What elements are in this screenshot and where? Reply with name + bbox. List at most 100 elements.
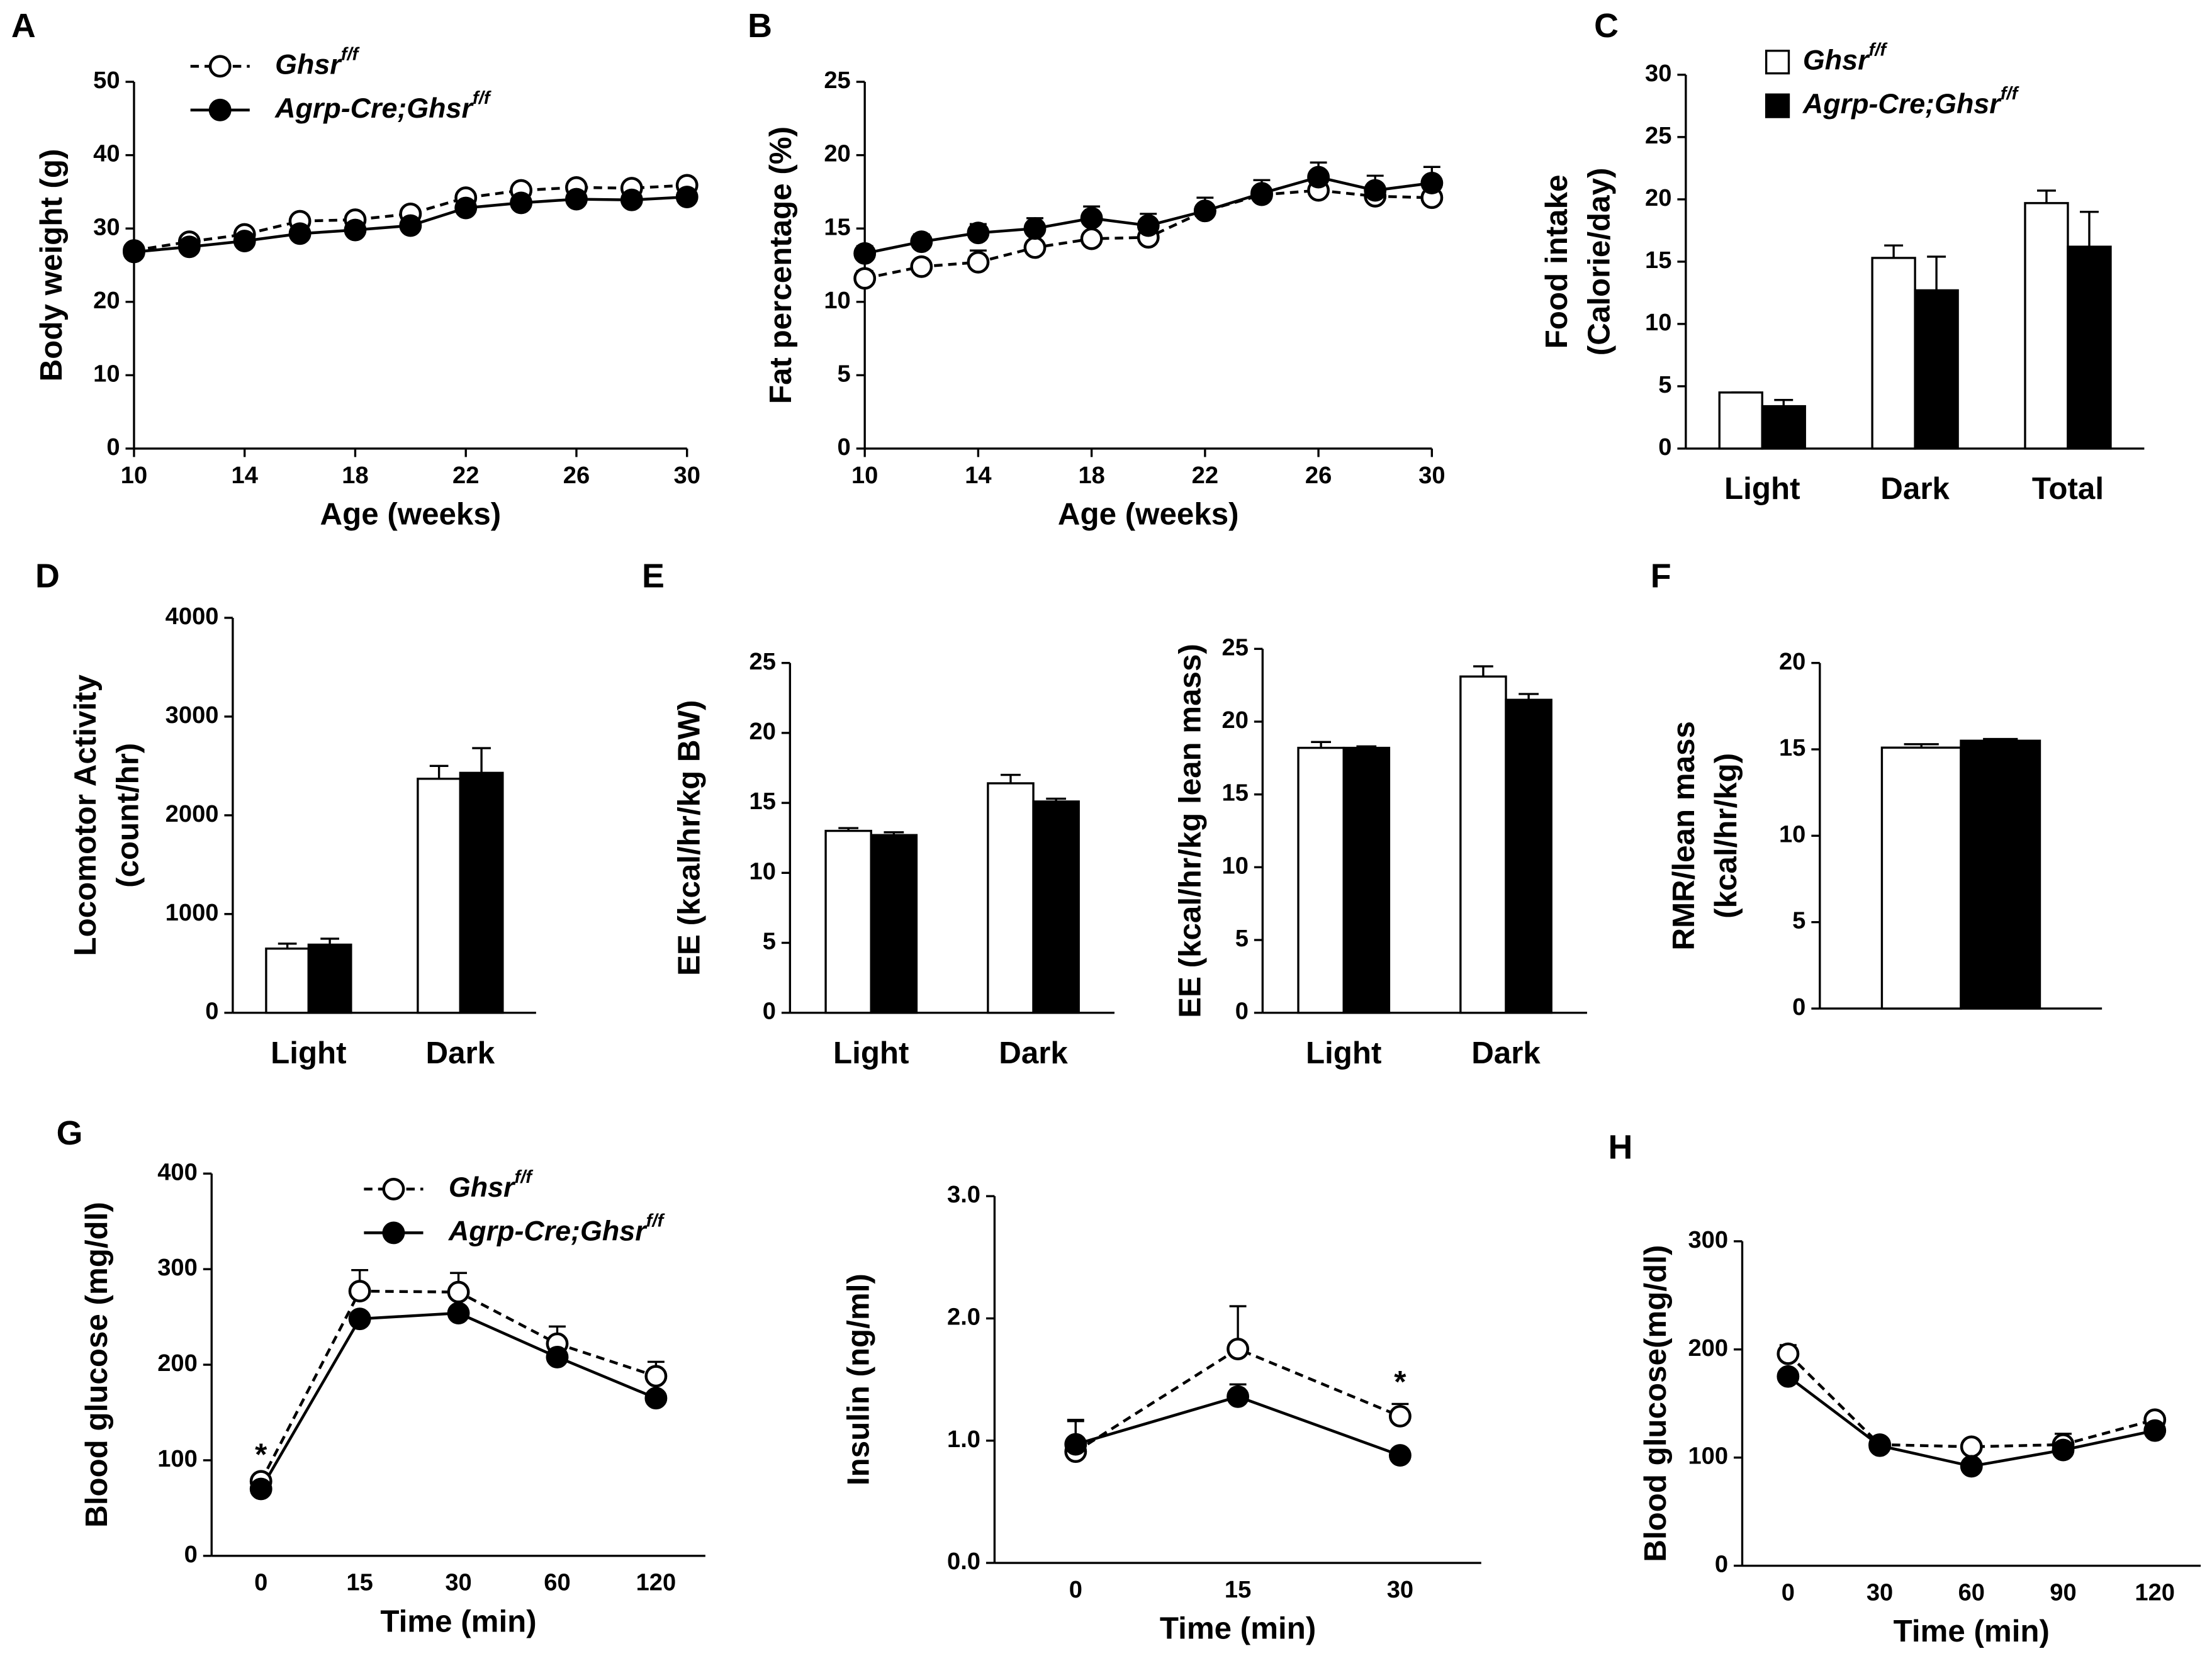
- x-axis-label: Time (min): [1160, 1611, 1316, 1646]
- panel-letter: E: [642, 557, 665, 595]
- bar: [1297, 746, 1345, 1014]
- x-tick-label: 60: [544, 1570, 570, 1596]
- bar: [1871, 257, 1916, 450]
- error-bar: [1356, 745, 1377, 748]
- annotation: *: [255, 1437, 267, 1472]
- y-tick-label: 4000: [166, 603, 219, 630]
- legend-superscript: f/f: [341, 44, 361, 64]
- bar: [2067, 245, 2112, 450]
- legend-name: Ghsr: [1803, 43, 1870, 76]
- y-axis-label: Locomotor Activity: [68, 674, 103, 956]
- data-point: [1064, 1433, 1087, 1456]
- legend-marker: [208, 98, 232, 121]
- data-point: [853, 242, 877, 265]
- y-tick-label: 0: [184, 1541, 198, 1568]
- x-axis-label: Age (weeks): [320, 497, 502, 532]
- legend-label: Ghsrf/f: [449, 1167, 534, 1203]
- x-tick-label: Dark: [1471, 1036, 1541, 1070]
- y-tick-label: 20: [824, 141, 850, 167]
- x-tick-label: 26: [563, 462, 590, 489]
- panel-letter: D: [35, 557, 60, 595]
- error-bar: [838, 827, 859, 831]
- data-point: [644, 1365, 668, 1388]
- y-axis-label: Body weight (g): [34, 149, 69, 382]
- error-bar: [884, 831, 904, 836]
- x-axis-label: Time (min): [1894, 1614, 2050, 1648]
- x-axis-label: Age (weeks): [1058, 497, 1239, 532]
- data-point: [233, 230, 256, 252]
- x-tick-label: 30: [1867, 1579, 1893, 1606]
- data-point: [1023, 217, 1047, 240]
- legend-label: Agrp-Cre;Ghsrf/f: [274, 88, 492, 124]
- legend-marker: [382, 1221, 405, 1245]
- x-tick-label: 22: [1192, 462, 1218, 489]
- data-point: [2143, 1419, 2167, 1442]
- y-tick-label: 0: [763, 999, 776, 1025]
- y-axis-label: Blood glucose(mg/dl): [1638, 1245, 1673, 1562]
- data-point: [1023, 236, 1047, 259]
- panel-letter: C: [1594, 7, 1619, 45]
- data-point: [910, 255, 933, 278]
- y-axis-label: Food intake: [1539, 175, 1574, 349]
- error-bar: [2080, 210, 2099, 247]
- y-tick-label: 15: [824, 214, 850, 240]
- y-tick-label: 100: [1688, 1443, 1729, 1470]
- y-axis-label: EE (kcal/hr/kg lean mass): [1172, 644, 1207, 1018]
- y-tick-label: 20: [1779, 649, 1805, 675]
- data-point: [1080, 227, 1103, 250]
- data-point: [644, 1387, 668, 1410]
- data-point: [620, 188, 643, 211]
- error-bar: [1904, 743, 1939, 748]
- y-tick-label: 0: [1792, 994, 1805, 1021]
- x-tick-label: 15: [1225, 1577, 1251, 1603]
- panel-letter: F: [1651, 557, 1671, 595]
- y-tick-label: 0: [205, 999, 218, 1025]
- y-tick-label: 0: [106, 434, 120, 461]
- data-point: [1193, 199, 1216, 223]
- error-bar: [1311, 741, 1332, 748]
- bar: [2024, 202, 2069, 450]
- bar: [870, 834, 918, 1014]
- x-tick-label: Dark: [426, 1036, 495, 1070]
- x-tick-label: Total: [2032, 471, 2104, 506]
- y-tick-label: 25: [1222, 634, 1249, 661]
- y-tick-label: 1.0: [947, 1426, 980, 1453]
- data-point: [675, 186, 699, 208]
- y-tick-label: 0: [1715, 1552, 1728, 1578]
- legend-label: Ghsrf/f: [275, 44, 360, 80]
- error-bar: [1774, 399, 1794, 406]
- x-tick-label: 10: [121, 462, 147, 489]
- legend-label: Agrp-Cre;Ghsrf/f: [448, 1211, 666, 1246]
- data-point: [1960, 1435, 1983, 1458]
- annotation: *: [1394, 1365, 1406, 1399]
- legend-name: Ghsr: [275, 48, 342, 80]
- y-tick-label: 20: [749, 719, 776, 745]
- y-tick-label: 10: [824, 288, 850, 314]
- data-point: [1250, 182, 1273, 205]
- y-tick-label: 25: [749, 649, 776, 675]
- y-axis-label: (Calorie/day): [1581, 168, 1616, 356]
- error-bar: [320, 937, 339, 945]
- y-axis-label: Insulin (ng/ml): [841, 1273, 875, 1485]
- bar: [265, 948, 310, 1014]
- error-bar: [278, 943, 297, 949]
- y-tick-label: 2.0: [947, 1304, 980, 1330]
- y-tick-label: 10: [1222, 853, 1249, 879]
- x-tick-label: 30: [445, 1570, 471, 1596]
- error-bar: [1983, 737, 2018, 741]
- y-tick-label: 10: [1645, 310, 1671, 336]
- data-point: [454, 196, 478, 220]
- legend-superscript: f/f: [646, 1211, 666, 1231]
- data-point: [1227, 1338, 1250, 1360]
- bar: [1459, 675, 1507, 1014]
- bar: [1505, 698, 1552, 1014]
- legend-superscript: f/f: [2001, 84, 2020, 104]
- y-tick-label: 10: [1779, 821, 1805, 848]
- y-tick-label: 20: [93, 288, 120, 314]
- legend-marker: [382, 1177, 405, 1200]
- y-axis-label: Fat percentage (%): [763, 126, 798, 404]
- y-tick-label: 0: [1235, 999, 1249, 1025]
- bar: [987, 782, 1035, 1014]
- y-tick-label: 10: [93, 361, 120, 387]
- legend-name: Agrp-Cre;Ghsr: [274, 92, 474, 124]
